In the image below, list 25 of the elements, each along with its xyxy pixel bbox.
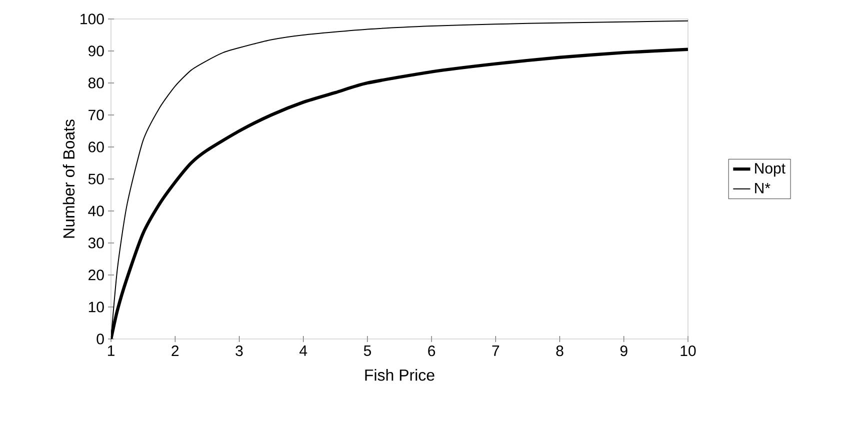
legend-label: N* [755,182,770,194]
x-tick-label: 4 [300,346,308,356]
legend-label: Nopt [755,163,786,177]
y-tick-label: 70 [88,110,104,120]
x-tick-label: 7 [492,346,500,356]
x-tick-label: 1 [108,346,114,356]
y-tick-label: 100 [80,14,104,24]
y-tick-label: 80 [88,78,104,88]
x-tick-label: 6 [428,346,436,356]
x-tick-label: 8 [556,346,564,356]
x-axis-title: Fish Price [365,369,434,381]
x-tick-label: 5 [364,346,371,356]
y-tick-label: 40 [88,206,104,216]
x-tick-label: 10 [680,346,696,356]
y-tick-label: 20 [88,270,104,280]
x-tick-label: 9 [620,346,628,356]
y-tick-label: 50 [88,174,104,184]
y-axis-title: Number of Boats [62,120,75,238]
x-tick-label: 2 [172,346,179,356]
y-tick-label: 90 [88,46,104,56]
y-tick-label: 10 [88,302,104,312]
y-tick-label: 0 [96,334,104,344]
y-tick-label: 30 [88,238,104,248]
y-tick-label: 60 [88,142,104,152]
x-tick-label: 3 [236,346,243,356]
